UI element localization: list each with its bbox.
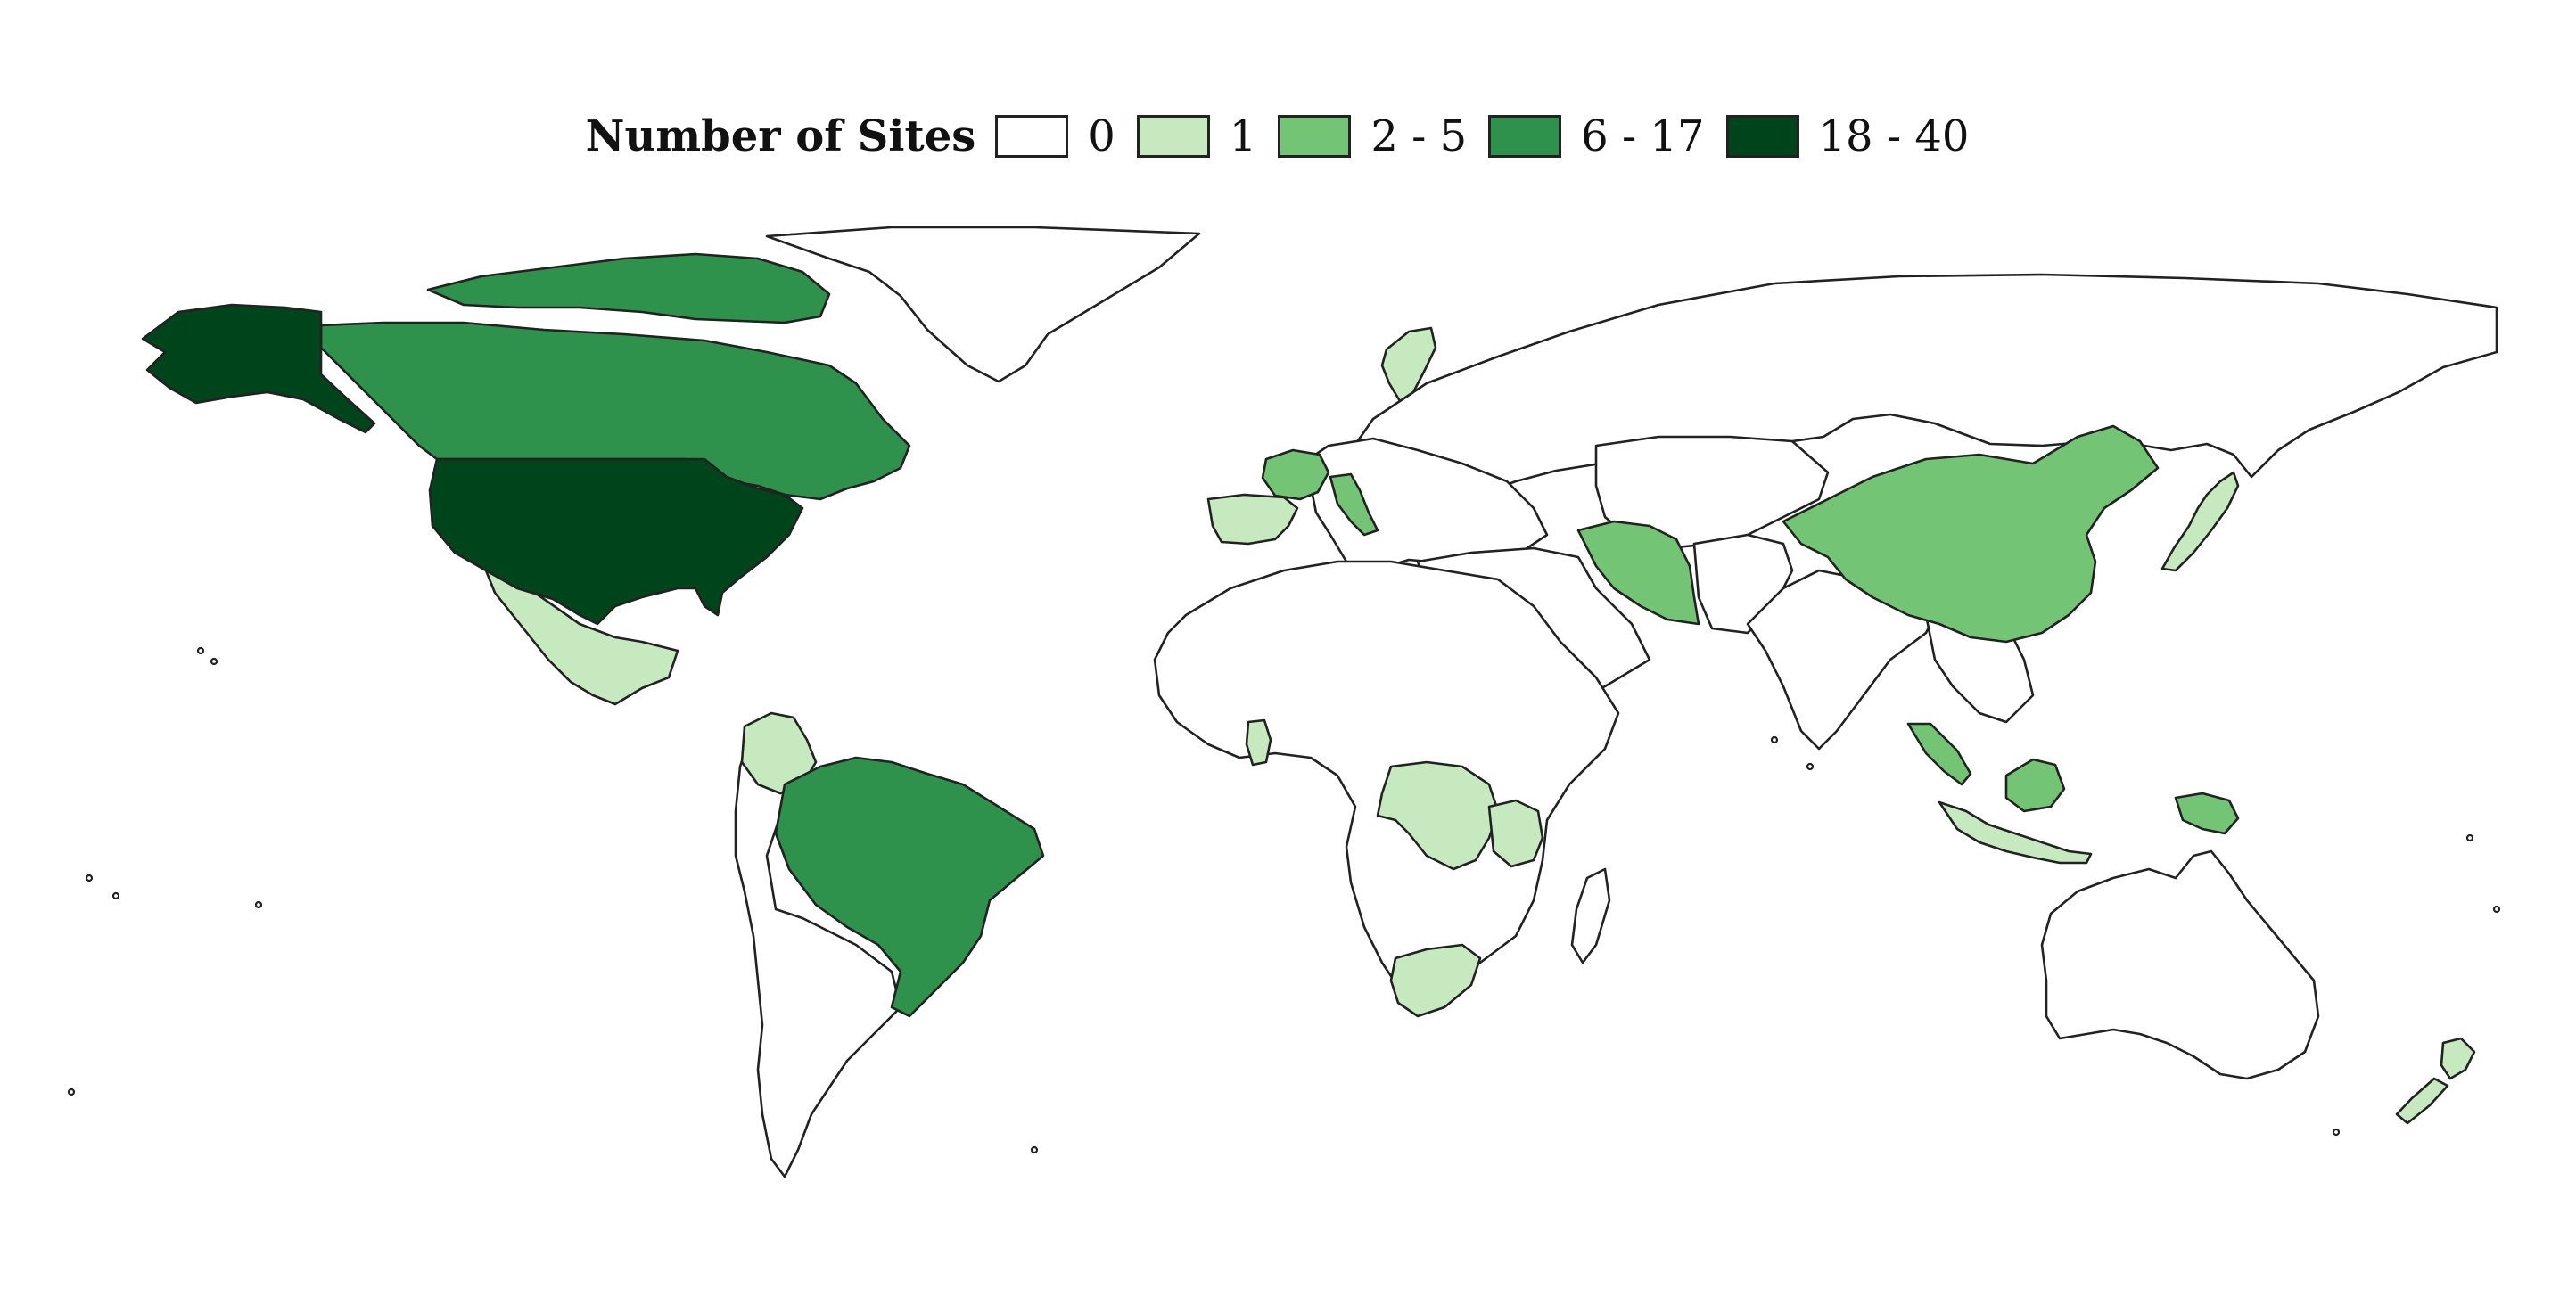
- ghana: [1245, 718, 1272, 767]
- legend-swatch-1: [1136, 115, 1210, 158]
- borneo-malaysia: [2004, 758, 2066, 813]
- legend-label-2: 2 - 5: [1370, 111, 1468, 161]
- legend-swatch-2: [1278, 115, 1352, 158]
- legend-swatch-4: [1725, 115, 1799, 158]
- legend-label-1: 1: [1229, 111, 1257, 161]
- island-marks: [67, 646, 2501, 1154]
- madagascar: [1570, 867, 1611, 964]
- new-zealand-south: [2395, 1077, 2449, 1125]
- papua-new-guinea: [2174, 792, 2240, 835]
- legend-item-4: 18 - 40: [1725, 111, 1970, 161]
- brazil: [774, 756, 1045, 1018]
- malaysia: [1906, 722, 1972, 786]
- legend-item-0: 0: [995, 111, 1115, 161]
- indonesia: [1938, 800, 2093, 865]
- canada: [319, 321, 911, 501]
- spain: [1206, 493, 1299, 546]
- legend-label-3: 6 - 17: [1581, 111, 1705, 161]
- legend-label-4: 18 - 40: [1818, 111, 1970, 161]
- map-legend: Number of Sites 0 1 2 - 5 6 - 17 18 - 40: [0, 105, 2576, 168]
- italy: [1329, 472, 1379, 537]
- south-america-other: [734, 729, 902, 1178]
- mexico: [484, 569, 679, 706]
- legend-item-3: 6 - 17: [1488, 111, 1705, 161]
- central-asia: [1594, 435, 1830, 550]
- new-zealand-north: [2440, 1037, 2476, 1080]
- australia: [2040, 849, 2320, 1080]
- south-africa: [1389, 943, 1482, 1018]
- india: [1746, 569, 1937, 751]
- legend-swatch-3: [1488, 115, 1562, 158]
- tanzania: [1487, 799, 1544, 868]
- china: [1782, 424, 2160, 644]
- united-states: [428, 457, 804, 626]
- legend-item-1: 1: [1136, 111, 1257, 161]
- japan: [2160, 471, 2240, 572]
- greenland: [765, 226, 1201, 383]
- africa-other: [1153, 560, 1620, 991]
- legend-item-2: 2 - 5: [1278, 111, 1467, 161]
- dr-congo: [1376, 760, 1500, 871]
- france: [1261, 448, 1330, 501]
- alaska: [141, 303, 376, 434]
- canada-arctic: [426, 252, 831, 324]
- sweden: [1380, 326, 1437, 403]
- legend-label-0: 0: [1088, 111, 1115, 161]
- iran: [1576, 520, 1700, 626]
- legend-title: Number of Sites: [585, 111, 976, 161]
- legend-swatch-0: [995, 115, 1069, 158]
